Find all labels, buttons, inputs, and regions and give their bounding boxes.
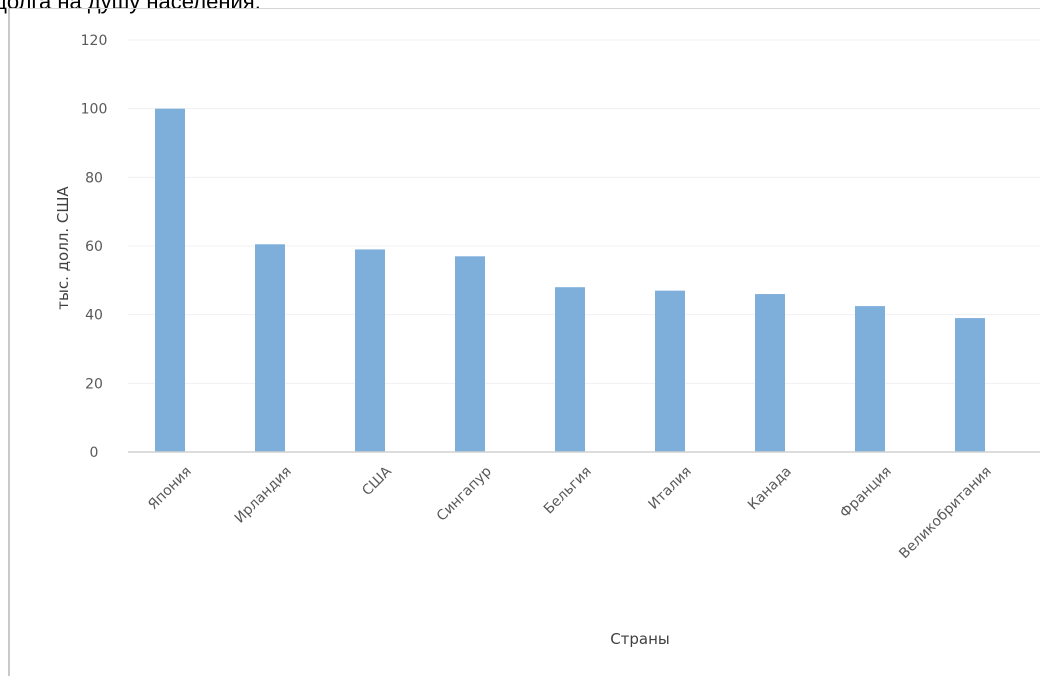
y-tick-label: 100 (81, 102, 108, 118)
bar-2 (355, 249, 385, 452)
x-tick-labels: Япония Ирландия США Сингапур Бельгия Италия Ка… (145, 463, 995, 563)
x-tick-label: Ирландия (232, 464, 295, 527)
y-tick-label: 60 (85, 239, 103, 255)
x-tick-label: Япония (145, 464, 195, 514)
x-tick-label: Франция (837, 464, 895, 522)
y-tick-label: 20 (85, 376, 103, 392)
bar-8 (955, 318, 985, 452)
y-tick-label: 80 (85, 170, 103, 186)
bars (155, 108, 985, 453)
bar-6 (755, 294, 785, 452)
bar-4 (555, 287, 585, 452)
y-tick-label: 40 (85, 308, 103, 324)
x-tick-label: Великобритания (896, 464, 995, 563)
chart-frame-top (8, 8, 1040, 9)
bar-0 (155, 108, 185, 453)
chart-frame-left (8, 8, 10, 676)
x-tick-label: США (359, 463, 395, 499)
y-tick-label: 0 (90, 445, 99, 461)
bar-1 (255, 244, 285, 452)
y-tick-label: 120 (81, 33, 108, 49)
x-tick-label: Италия (646, 464, 695, 513)
x-axis-title: Страны (610, 630, 670, 648)
bar-7 (855, 306, 885, 452)
x-tick-label: Канада (745, 464, 795, 514)
bar-3 (455, 256, 485, 452)
y-axis-title: тыс. долл. США (54, 186, 72, 310)
x-tick-label: Бельгия (541, 464, 595, 518)
bar-5 (655, 290, 685, 452)
x-tick-label: Сингапур (434, 463, 495, 524)
caption-text: долга на душу населения. (0, 0, 261, 14)
y-tick-labels: 0 20 40 60 80 100 120 (81, 33, 108, 461)
